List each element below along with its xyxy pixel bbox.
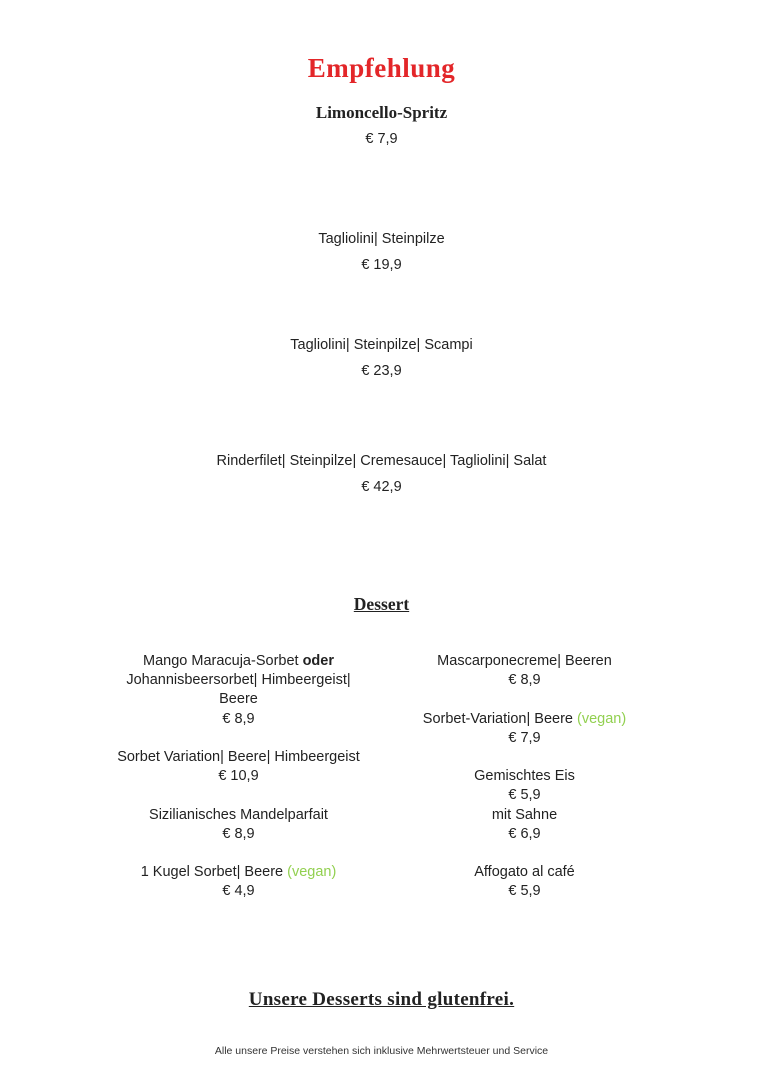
- recommendation-item: Rinderfilet| Steinpilze| Cremesauce| Tag…: [0, 448, 763, 500]
- dessert-item: Sorbet-Variation| Beere (vegan) € 7,9: [382, 710, 668, 748]
- dessert-item-line: € 10,9: [218, 768, 259, 785]
- dessert-item-line: € 6,9: [508, 825, 541, 842]
- dessert-item: Sorbet Variation| Beere| Himbeergeist € 1…: [96, 748, 382, 786]
- price-disclaimer: Alle unsere Preise verstehen sich inklus…: [214, 1044, 549, 1057]
- dessert-item-line: Mascarponecreme| Beeren: [437, 653, 612, 669]
- dessert-columns: Mango Maracuja-Sorbet oder Johannisbeerso…: [96, 652, 668, 921]
- dessert-item: Sizilianisches Mandelparfait € 8,9: [96, 806, 382, 844]
- recommendation-item: Limoncello-Spritz € 7,9: [0, 100, 763, 152]
- item-name: Limoncello-Spritz: [315, 103, 448, 122]
- dessert-item-line: Gemischtes Eis: [474, 768, 575, 785]
- item-name: Tagliolini| Steinpilze| Scampi: [290, 337, 473, 353]
- dessert-item: Affogato al café € 5,9: [382, 863, 668, 901]
- glutenfree-note: Unsere Desserts sind glutenfrei.: [248, 988, 515, 1010]
- dessert-item: Gemischtes Eis € 5,9 mit Sahne € 6,9: [382, 767, 668, 844]
- vegan-label: (vegan): [287, 864, 337, 881]
- item-name: Tagliolini| Steinpilze: [318, 231, 445, 247]
- dessert-item-line: Sizilianisches Mandelparfait: [149, 806, 328, 823]
- item-name: Rinderfilet| Steinpilze| Cremesauce| Tag…: [216, 453, 547, 469]
- dessert-item-line: € 4,9: [222, 883, 255, 900]
- dessert-item-line: Sorbet Variation| Beere| Himbeergeist: [117, 749, 360, 765]
- item-price: € 42,9: [361, 479, 402, 495]
- dessert-item: 1 Kugel Sorbet| Beere (vegan) € 4,9: [96, 863, 382, 901]
- dessert-item: Mascarponecreme| Beeren € 8,9: [382, 652, 668, 690]
- dessert-item-line: Johannisbeersorbet| Himbeergeist|: [126, 672, 351, 689]
- dessert-item-line: € 7,9: [508, 729, 541, 746]
- dessert-item-line: 1 Kugel Sorbet| Beere (vegan): [140, 864, 337, 881]
- dessert-item-line: € 8,9: [222, 825, 255, 842]
- item-price: € 19,9: [361, 257, 402, 273]
- dessert-item: Mango Maracuja-Sorbet oder Johannisbeerso…: [96, 652, 382, 729]
- item-price: € 7,9: [365, 131, 398, 147]
- dessert-item-line: € 5,9: [508, 883, 541, 900]
- dessert-item-line: mit Sahne: [491, 806, 558, 823]
- page-title: Empfehlung: [307, 53, 456, 83]
- dessert-item-line: € 8,9: [222, 710, 255, 727]
- item-price: € 23,9: [361, 363, 402, 379]
- dessert-column-left: Mango Maracuja-Sorbet oder Johannisbeerso…: [96, 652, 382, 921]
- recommendation-item: Tagliolini| Steinpilze| Scampi € 23,9: [0, 332, 763, 384]
- dessert-section-heading: Dessert: [353, 594, 410, 614]
- dessert-column-right: Mascarponecreme| Beeren € 8,9 Sorbet-Varia…: [382, 652, 668, 921]
- dessert-item-line: Beere: [219, 691, 258, 708]
- dessert-item-line: Sorbet-Variation| Beere (vegan): [422, 710, 627, 727]
- recommendation-item: Tagliolini| Steinpilze € 19,9: [0, 226, 763, 278]
- dessert-item-line: Affogato al café: [474, 864, 575, 881]
- dessert-item-line: € 5,9: [508, 787, 541, 804]
- dessert-item-line: € 8,9: [508, 672, 541, 689]
- vegan-label: (vegan): [577, 710, 627, 727]
- dessert-item-line: Mango Maracuja-Sorbet oder: [143, 653, 334, 669]
- footer-dot: .: [380, 1072, 383, 1080]
